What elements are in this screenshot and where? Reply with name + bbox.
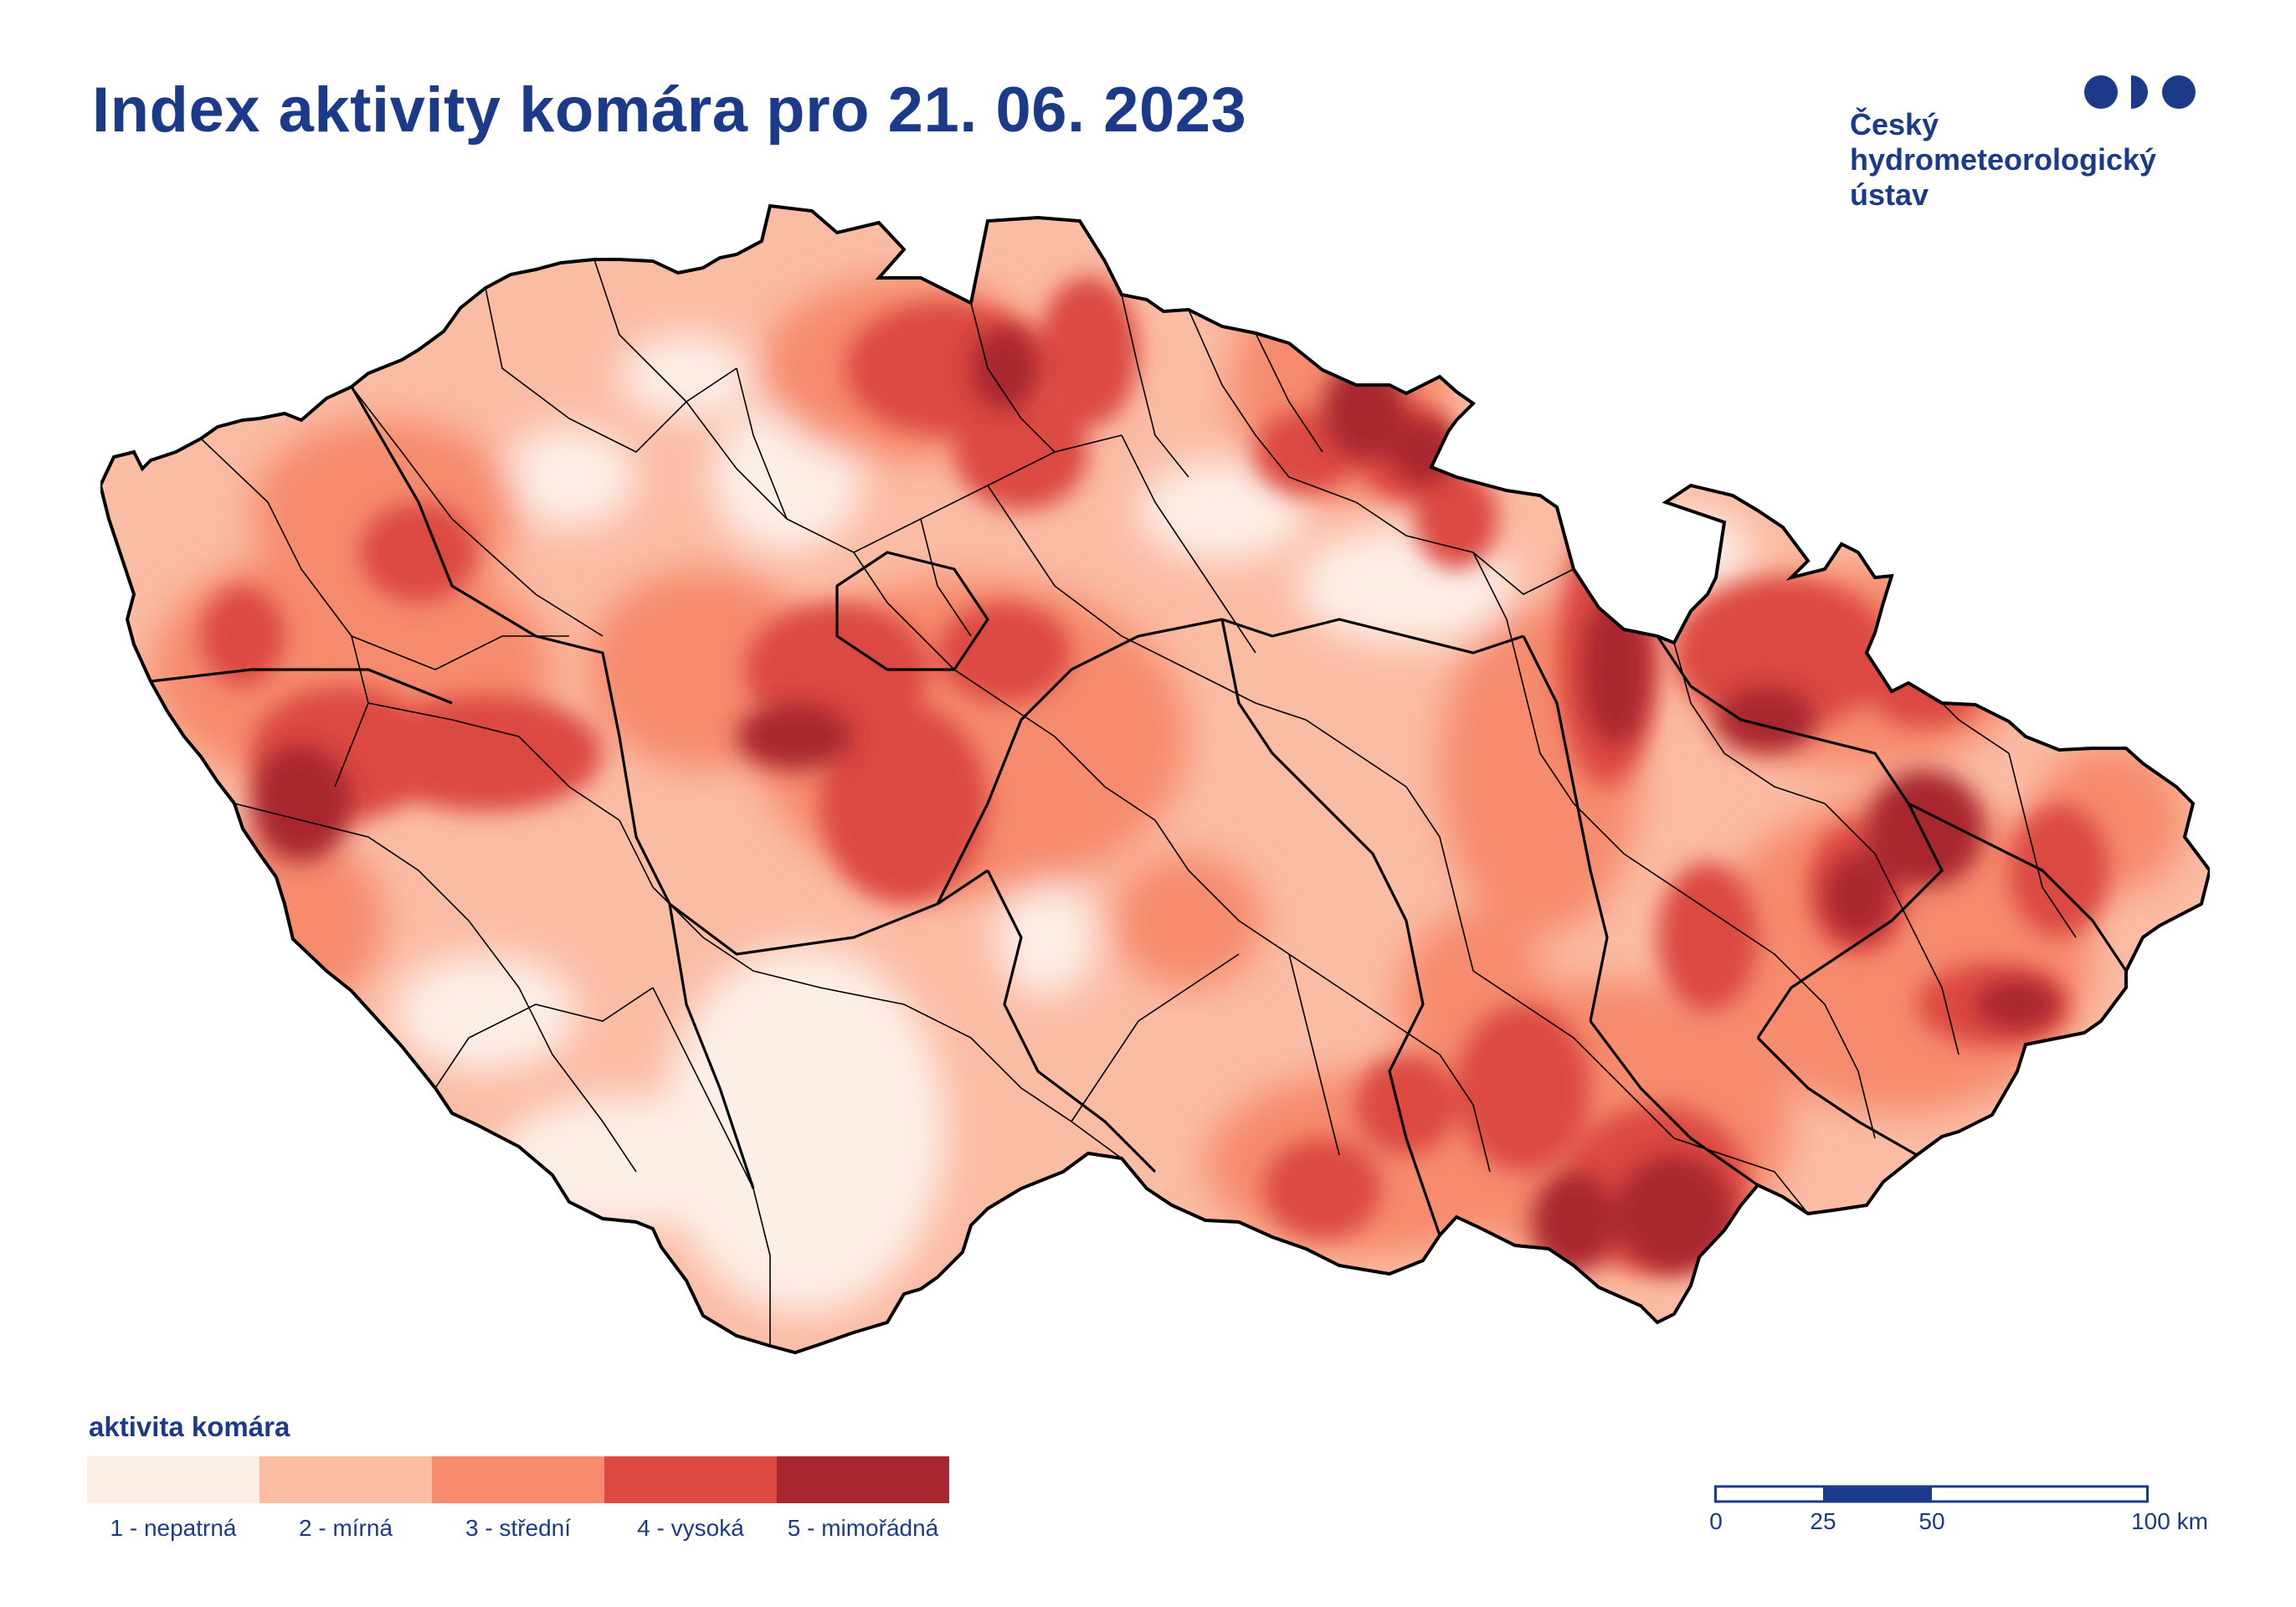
logo-line: Český xyxy=(1850,107,1939,141)
logo-line: hydrometeorologický xyxy=(1850,142,2157,177)
scale-tick-label: 25 xyxy=(1810,1508,1836,1534)
legend-item: 5 - mimořádná xyxy=(777,1456,949,1542)
logo-wordmark: Český hydrometeorologický ústav xyxy=(1850,107,2156,213)
legend-swatch xyxy=(432,1456,604,1503)
legend-label: 4 - vysoká xyxy=(637,1515,744,1541)
activity-raster xyxy=(100,206,2210,1353)
legend-swatch xyxy=(604,1456,777,1503)
legend-label: 1 - nepatrná xyxy=(110,1515,237,1541)
chmi-logo: Český hydrometeorologický ústav xyxy=(1850,72,2210,214)
scale-bar-graphic xyxy=(1714,1485,2149,1503)
scale-bar: 0 25 50 100 km xyxy=(1698,1483,2233,1567)
map-title: Index aktivity komára pro 21. 06. 2023 xyxy=(92,74,1247,146)
scale-tick-label: 0 xyxy=(1709,1508,1723,1534)
legend: aktivita komára 1 - nepatrná 2 - mírná 3… xyxy=(87,1411,958,1553)
legend-label: 3 - střední xyxy=(465,1515,572,1541)
legend-item: 1 - nepatrná xyxy=(87,1456,259,1542)
legend-swatch xyxy=(259,1456,432,1503)
legend-item: 3 - střední xyxy=(432,1456,604,1542)
logo-mark-icon xyxy=(2084,75,2196,109)
legend-item: 4 - vysoká xyxy=(604,1456,777,1542)
legend-swatch xyxy=(87,1456,259,1503)
legend-item: 2 - mírná xyxy=(259,1456,432,1542)
scale-bar-ticks: 0 25 50 100 km xyxy=(1698,1508,2233,1542)
czech-republic-map xyxy=(100,204,2210,1354)
logo-line: ústav xyxy=(1850,177,1929,212)
legend-scale: 1 - nepatrná 2 - mírná 3 - střední 4 - v… xyxy=(87,1456,958,1542)
scale-tick-label: 50 xyxy=(1918,1508,1945,1534)
legend-label: 2 - mírná xyxy=(298,1515,393,1541)
region-boundaries xyxy=(150,386,2128,1236)
legend-title: aktivita komára xyxy=(89,1411,290,1442)
legend-label: 5 - mimořádná xyxy=(787,1515,939,1541)
legend-swatch xyxy=(777,1456,949,1503)
scale-tick-label: 100 km xyxy=(2131,1508,2208,1534)
